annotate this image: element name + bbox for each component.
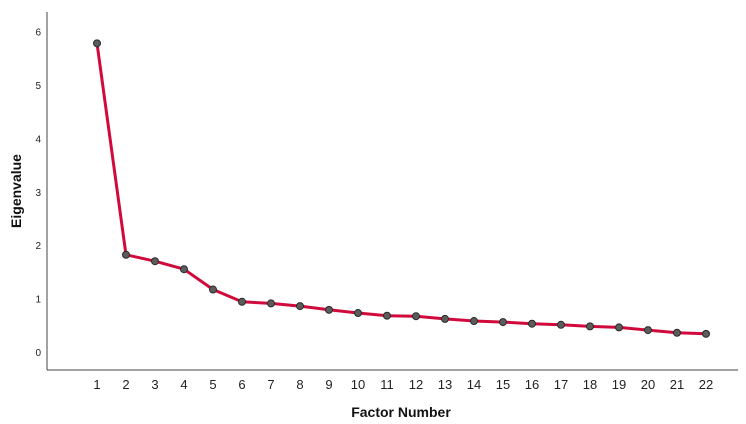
- data-point: [325, 305, 333, 314]
- data-point: [209, 285, 217, 294]
- y-tick-label: 1: [35, 295, 41, 306]
- x-tick-label: 4: [180, 377, 187, 392]
- data-point: [557, 320, 565, 329]
- x-tick-label: 7: [267, 377, 274, 392]
- series-line: [95, 43, 707, 336]
- x-tick-label: 14: [467, 377, 481, 392]
- data-point: [586, 322, 594, 331]
- data-point: [238, 297, 246, 306]
- x-tick-label: 17: [554, 377, 568, 392]
- data-point: [702, 329, 710, 338]
- x-tick-label: 5: [209, 377, 216, 392]
- data-point: [151, 257, 159, 266]
- x-tick-label: 21: [670, 377, 684, 392]
- data-point: [93, 39, 101, 48]
- x-tick-label: 6: [238, 377, 245, 392]
- data-point: [470, 317, 478, 326]
- data-point: [296, 302, 304, 311]
- x-tick-label: 12: [409, 377, 423, 392]
- x-tick-label: 15: [496, 377, 510, 392]
- y-tick-labels: 0 1 2 3 4 5 6: [35, 28, 41, 359]
- axes: [46, 12, 738, 371]
- y-tick-label: 6: [35, 28, 41, 39]
- x-tick-label: 3: [151, 377, 158, 392]
- y-axis-title: Eigenvalue: [8, 154, 24, 228]
- data-point: [644, 326, 652, 335]
- data-point: [354, 309, 362, 318]
- x-tick-label: 11: [380, 377, 394, 392]
- y-tick-label: 4: [35, 134, 41, 145]
- x-tick-label: 20: [641, 377, 655, 392]
- y-tick-label: 0: [35, 348, 41, 359]
- x-tick-label: 9: [325, 377, 332, 392]
- data-point: [122, 250, 130, 259]
- x-tick-label: 18: [583, 377, 597, 392]
- y-tick-label: 2: [35, 241, 41, 252]
- data-point: [412, 312, 420, 321]
- x-tick-label: 8: [296, 377, 303, 392]
- x-tick-label: 2: [122, 377, 129, 392]
- x-tick-label: 16: [525, 377, 539, 392]
- data-point: [383, 311, 391, 320]
- data-point: [673, 328, 681, 337]
- data-point: [499, 318, 507, 327]
- data-point: [615, 323, 623, 332]
- x-tick-label: 1: [93, 377, 100, 392]
- x-axis-title: Factor Number: [351, 404, 451, 420]
- data-point: [267, 299, 275, 308]
- y-tick-label: 3: [35, 188, 41, 199]
- x-tick-labels: 1 2 3 4 5 6 7 8 9 10 11 12 13 14 15 16 17 18 19 20 21 22: [93, 377, 713, 392]
- x-tick-label: 13: [438, 377, 452, 392]
- x-tick-label: 22: [699, 377, 713, 392]
- data-point: [441, 314, 449, 323]
- y-tick-label: 5: [35, 81, 41, 92]
- x-tick-label: 10: [351, 377, 365, 392]
- x-tick-label: 19: [612, 377, 626, 392]
- data-point: [180, 265, 188, 274]
- data-point: [528, 319, 536, 328]
- series-eigenvalues: [93, 39, 710, 338]
